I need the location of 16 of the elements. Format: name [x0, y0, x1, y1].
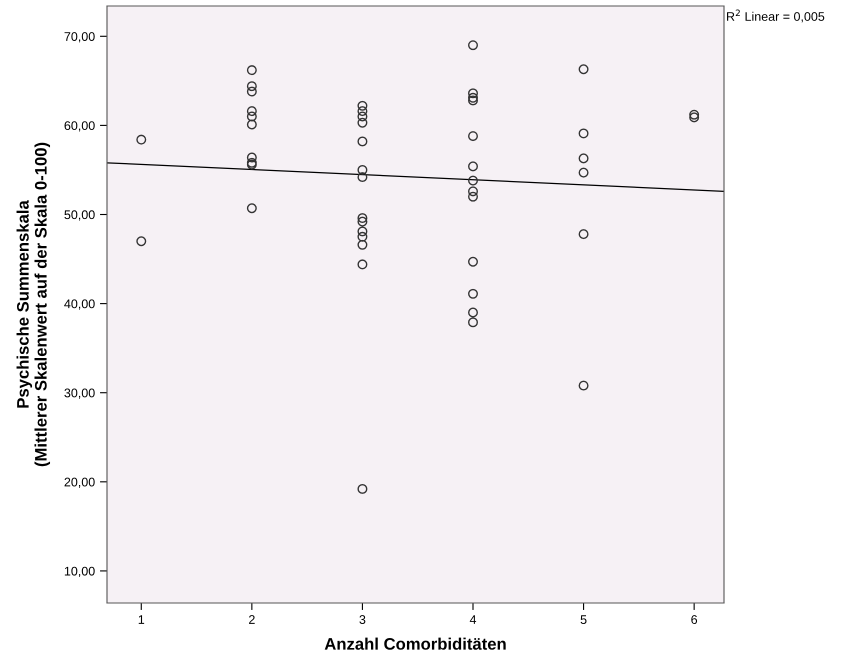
y-tick-label: 60,00 [64, 121, 95, 132]
y-tick-label: 20,00 [64, 478, 95, 488]
x-tick-label: 2 [249, 615, 255, 624]
x-tick-label: 3 [359, 615, 366, 624]
y-tick-label: 10,00 [64, 566, 95, 578]
y-axis-title: Psychische Summenskala (Mittlerer Skalenwert auf der Skala 0-100) [16, 142, 50, 466]
x-tick-label: 1 [138, 615, 144, 624]
y-tick-label: 40,00 [64, 299, 95, 310]
x-tick-label: 4 [470, 615, 476, 624]
x-tick-label: 6 [691, 615, 698, 624]
text: R$^{2}$ Linear = 0,005 [727, 10, 824, 22]
x-tick-label: 5 [580, 615, 587, 624]
y-tick-label: 50,00 [64, 210, 95, 221]
y-tick-label: 30,00 [64, 388, 95, 399]
y-tick-label: 70,00 [64, 32, 95, 42]
x-axis-title: Anzahl Comorbiditäten [324, 638, 506, 650]
